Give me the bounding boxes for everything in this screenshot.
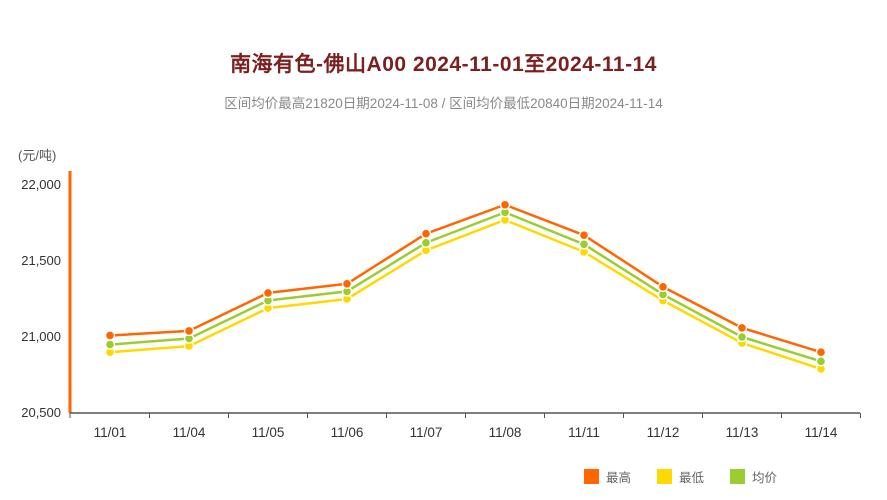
x-tick-label: 11/14 bbox=[805, 425, 838, 440]
data-point-最高[interactable] bbox=[578, 229, 590, 241]
series-line-最高[interactable] bbox=[109, 203, 822, 354]
data-point-最高[interactable] bbox=[420, 228, 432, 239]
legend-swatch-icon bbox=[656, 469, 672, 484]
chart-title: 南海有色-佛山A00 2024-11-01至2024-11-14 bbox=[230, 53, 657, 76]
data-point-均价[interactable] bbox=[104, 339, 116, 350]
y-tick-label: 20,500 bbox=[21, 405, 61, 420]
x-tick-label: 11/04 bbox=[173, 425, 206, 440]
x-tick-label: 11/07 bbox=[410, 425, 443, 440]
chart-subtitle: 区间均价最高21820日期2024-11-08 / 区间均价最低20840日期2… bbox=[224, 96, 663, 111]
data-point-最高[interactable] bbox=[499, 199, 511, 210]
data-point-最高[interactable] bbox=[183, 325, 195, 337]
chart-legend: 最高 最低 均价 bbox=[583, 467, 777, 486]
legend-swatch-icon bbox=[583, 469, 599, 484]
legend-label: 最高 bbox=[605, 471, 631, 485]
x-tick-label: 11/12 bbox=[647, 425, 680, 440]
x-tick-label: 11/05 bbox=[252, 425, 285, 440]
legend-swatch-icon bbox=[729, 469, 745, 484]
data-point-均价[interactable] bbox=[578, 239, 590, 250]
chart-header: 南海有色-佛山A00 2024-11-01至2024-11-14 区间均价最高2… bbox=[0, 0, 887, 112]
legend-item-均价[interactable]: 均价 bbox=[729, 467, 777, 486]
data-point-最高[interactable] bbox=[341, 278, 353, 289]
data-point-均价[interactable] bbox=[815, 356, 827, 367]
legend-label: 均价 bbox=[751, 471, 777, 485]
y-axis-unit-label: (元/吨) bbox=[18, 148, 56, 163]
data-point-最高[interactable] bbox=[815, 347, 827, 358]
series-line-最低[interactable] bbox=[109, 218, 822, 371]
x-tick-label: 11/06 bbox=[331, 425, 364, 440]
y-tick-label: 21,000 bbox=[21, 329, 61, 344]
series-line-均价[interactable] bbox=[109, 211, 822, 363]
x-tick-label: 11/11 bbox=[568, 425, 600, 440]
x-tick-label: 11/01 bbox=[94, 425, 127, 440]
legend-item-最高[interactable]: 最高 bbox=[583, 467, 631, 486]
legend-label: 最低 bbox=[678, 471, 704, 485]
data-point-最高[interactable] bbox=[104, 330, 116, 341]
data-point-最高[interactable] bbox=[736, 322, 748, 334]
legend-item-最低[interactable]: 最低 bbox=[656, 467, 704, 486]
x-tick-label: 11/08 bbox=[489, 425, 522, 440]
y-tick-label: 22,000 bbox=[21, 177, 61, 192]
data-point-最高[interactable] bbox=[657, 281, 669, 293]
data-point-均价[interactable] bbox=[736, 331, 748, 343]
y-tick-label: 21,500 bbox=[21, 253, 61, 268]
data-point-最高[interactable] bbox=[262, 287, 274, 299]
data-point-均价[interactable] bbox=[420, 237, 432, 248]
x-tick-label: 11/13 bbox=[726, 425, 759, 440]
